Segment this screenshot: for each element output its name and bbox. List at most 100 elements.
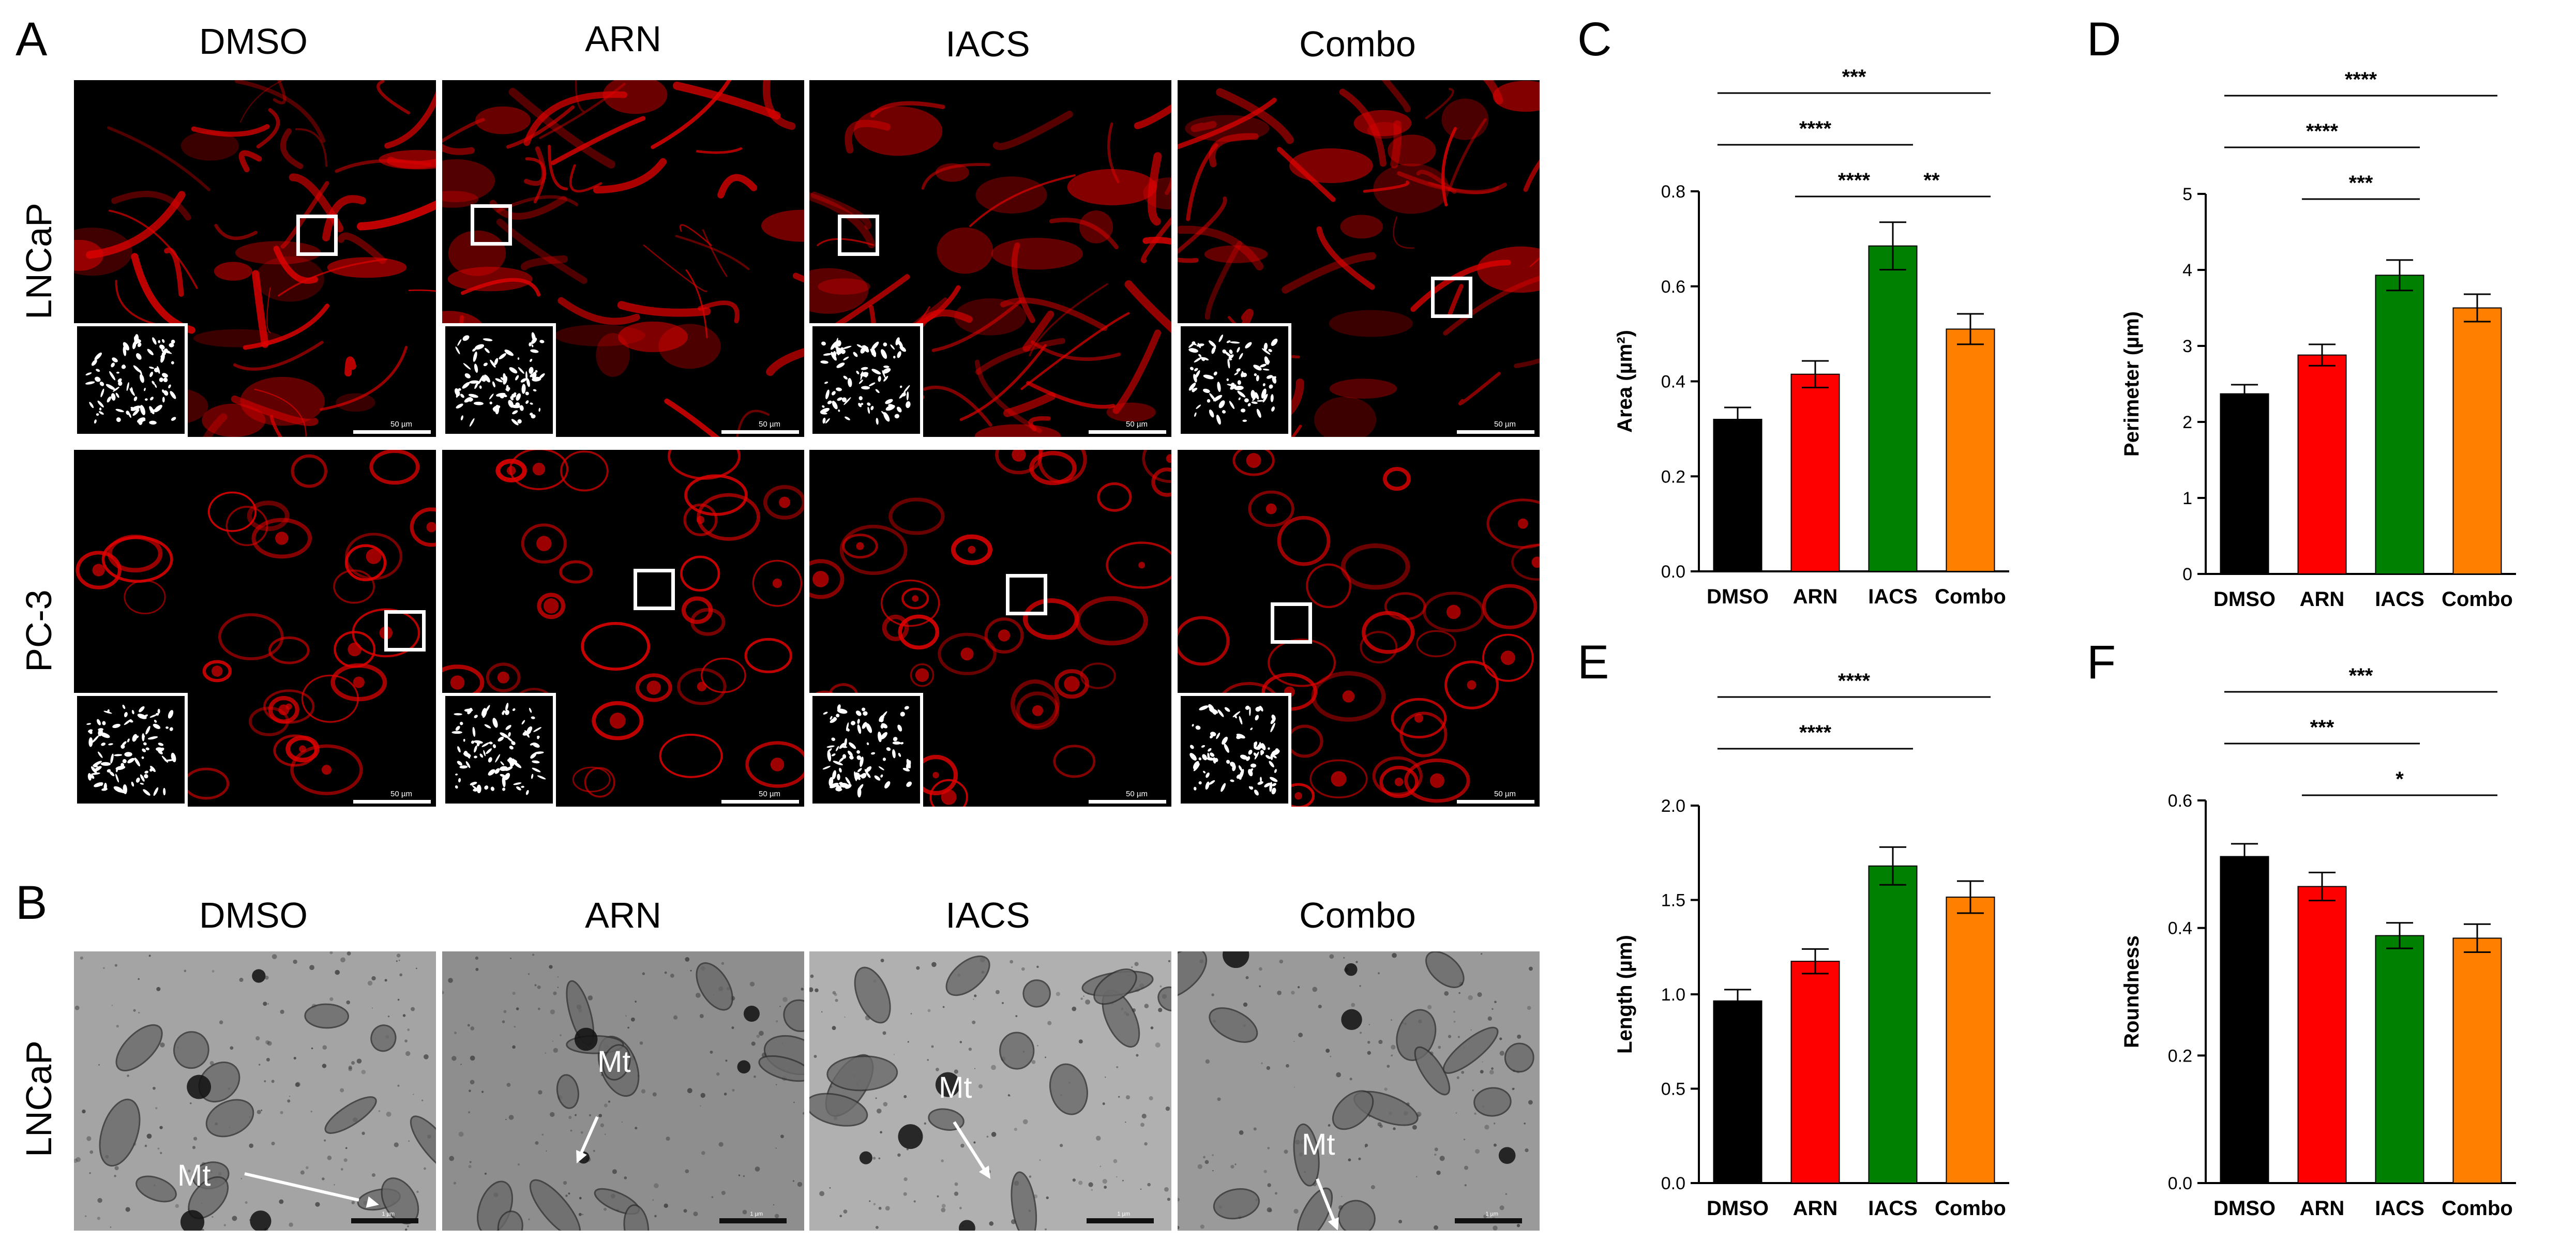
mitochondria-inset [74,323,188,437]
panel-b-col-dmso: DMSO [199,895,308,935]
chart-e: 0.0 0.5 1.0 1.5 2.0 Length (µm) DMSO ARN IACS Com… [1614,670,2009,1220]
error-bar-iacs [1879,221,1907,271]
em-scale-bar-label: 1 µm [1117,1211,1130,1217]
mitochondria-inset [809,693,923,807]
error-bar-arn [2308,343,2336,367]
panel-letter-c: C [1577,13,1612,66]
em-image-dmso: Mt 1 µm [74,951,436,1231]
scale-bar-label: 50 µm [1494,420,1516,429]
fluorescence-image-lncap-dmso: 50 µm [74,80,436,437]
roi-box [634,569,675,610]
significance-label: * [2396,768,2404,791]
y-axis-label: Roundness [2120,935,2143,1048]
panel-a-col-arn: ARN [585,19,661,59]
mitochondria-inset [1178,323,1291,437]
panel-b-col-iacs: IACS [945,895,1030,935]
error-bar-combo [1956,880,1984,914]
bar-arn [2297,886,2347,1184]
significance-label: *** [2349,664,2373,687]
roi-box [1431,277,1472,318]
bar-dmso [1713,1000,1762,1184]
x-tick-label-arn: ARN [1793,1197,1838,1220]
panel-letter-a: A [16,13,48,66]
mitochondria-inset [74,693,188,807]
mitochondria-label: Mt [939,1071,972,1104]
significance-label: ** [1923,169,1940,192]
em-scale-bar [1455,1218,1522,1223]
significance-label: *** [2310,716,2334,739]
x-tick-label-combo: Combo [1935,1197,2006,1220]
mitochondria-inset [442,693,556,807]
panel-b-col-arn: ARN [585,895,661,935]
fluorescence-image-pc-3-iacs: 50 µm [809,450,1171,807]
roi-box [1006,574,1047,615]
error-bar-iacs [1879,846,1907,886]
scale-bar-label: 50 µm [1126,790,1148,798]
x-tick-label-dmso: DMSO [1707,585,1769,608]
significance-label: **** [1799,721,1832,744]
scale-bar-label: 50 µm [1494,790,1516,798]
y-axis-label: Length (µm) [1614,935,1636,1054]
panel-b-col-combo: Combo [1299,895,1416,935]
error-bar-arn [1801,360,1829,388]
roi-box [384,610,426,652]
fluorescence-image-lncap-arn: 50 µm [442,80,804,437]
y-tick-label: 0.8 [1661,182,1685,202]
em-scale-bar-label: 1 µm [382,1211,395,1217]
significance-label: *** [1842,66,1866,88]
em-scale-bar-label: 1 µm [1485,1211,1498,1217]
mitochondria-label: Mt [1302,1128,1335,1161]
scale-bar-label: 50 µm [390,790,412,798]
em-image-combo: Mt 1 µm [1178,951,1540,1231]
em-image-iacs: Mt 1 µm [809,951,1171,1231]
panel-b-row-lncap: LNCaP [19,1040,59,1157]
panel-letter-f: F [2087,636,2116,689]
scale-bar [353,800,431,804]
bar-iacs [1868,245,1918,572]
error-bar-iacs [2386,922,2414,949]
scale-bar [721,430,799,434]
error-bar-arn [2308,871,2336,902]
bar-iacs [1868,865,1918,1184]
x-tick-label-arn: ARN [1793,585,1838,608]
bar-arn [2297,354,2347,574]
panel-letter-d: D [2087,13,2121,66]
significance-label: *** [2349,172,2373,194]
y-axis-label: Perimeter (µm) [2120,311,2143,457]
error-bar-iacs [2386,259,2414,292]
scale-bar-label: 50 µm [390,420,412,429]
x-tick-label-combo: Combo [2442,588,2513,611]
panel-a-col-iacs: IACS [945,24,1030,64]
x-tick-label-arn: ARN [2300,1197,2345,1220]
scale-bar-label: 50 µm [759,790,780,798]
bar-combo [2452,937,2502,1184]
significance-label: **** [2345,68,2377,91]
y-tick-label: 0 [2182,565,2192,584]
scale-bar [1089,800,1166,804]
y-tick-label: 0.2 [1661,467,1685,487]
scale-bar-label: 50 µm [759,420,780,429]
x-tick-label-arn: ARN [2300,588,2345,611]
fluorescence-image-pc-3-arn: 50 µm [442,450,804,807]
y-tick-label: 4 [2182,261,2192,280]
roi-box [471,204,512,246]
bar-iacs [2375,935,2424,1184]
scale-bar [721,800,799,804]
panel-a-col-combo: Combo [1299,24,1416,64]
y-tick-label: 0.0 [2168,1174,2192,1193]
y-tick-label: 1.5 [1661,891,1685,911]
roi-box [838,215,879,256]
scale-bar [353,430,431,434]
scale-bar [1457,430,1534,434]
em-scale-bar [719,1218,787,1223]
x-tick-label-dmso: DMSO [2213,1197,2276,1220]
panel-a-row-pc3: PC-3 [19,589,59,672]
bar-dmso [1713,419,1762,572]
y-tick-label: 2 [2182,413,2192,432]
em-scale-bar-label: 1 µm [750,1211,763,1217]
em-image-arn: Mt 1 µm [442,951,804,1231]
error-bar-arn [1801,948,1829,975]
error-bar-combo [2463,293,2491,323]
panel-letter-b: B [16,876,48,929]
